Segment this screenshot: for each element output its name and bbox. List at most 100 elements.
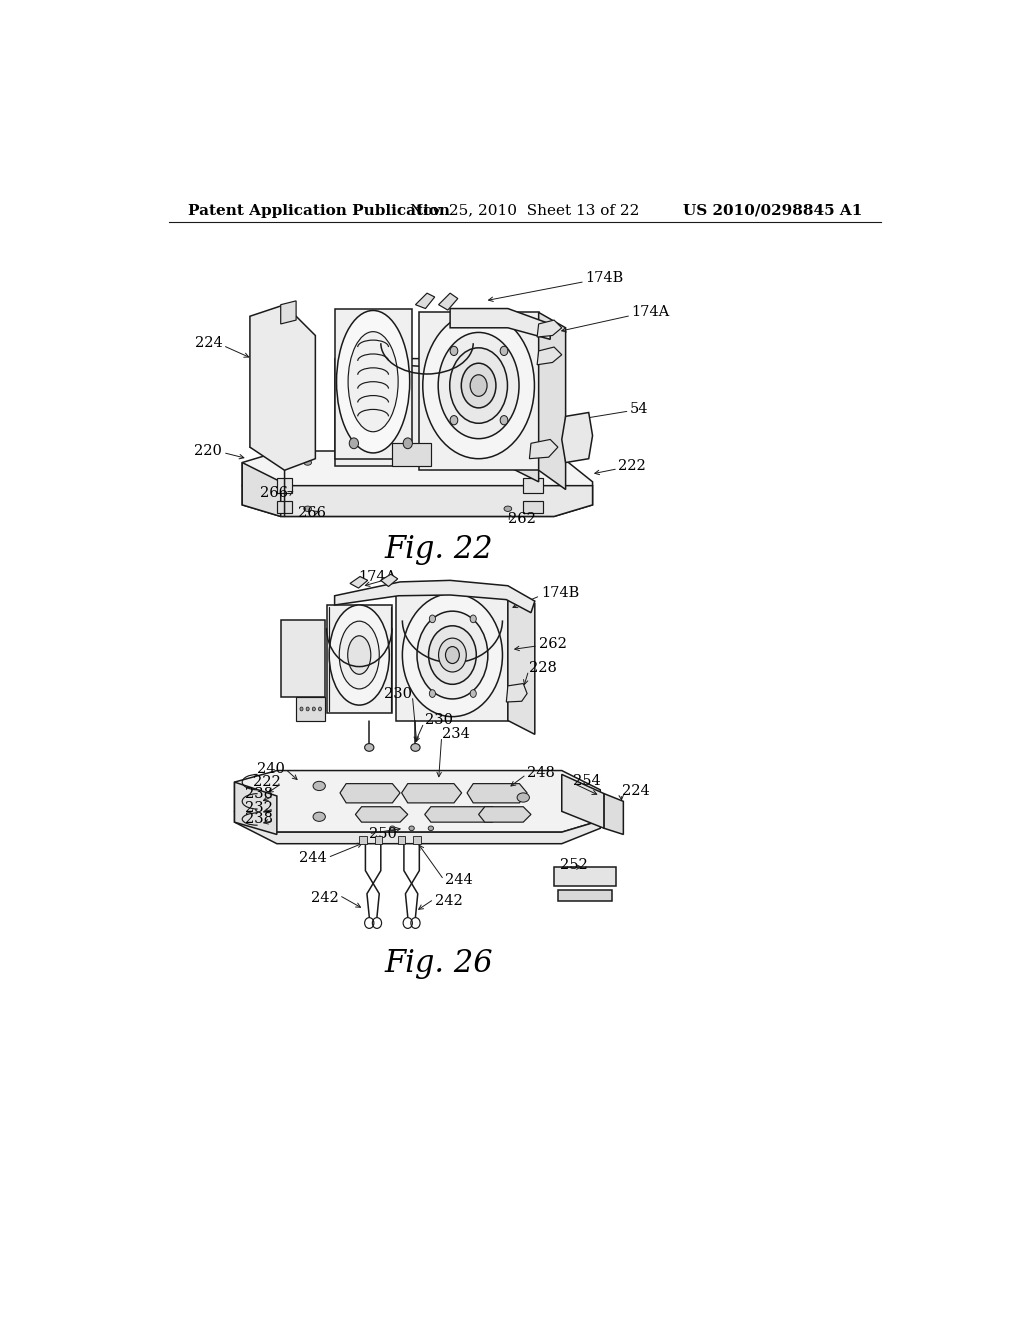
Ellipse shape xyxy=(313,781,326,791)
Polygon shape xyxy=(478,807,531,822)
Ellipse shape xyxy=(428,826,433,830)
Polygon shape xyxy=(234,771,600,832)
Text: 238: 238 xyxy=(245,812,273,826)
Polygon shape xyxy=(451,309,550,339)
Text: 266: 266 xyxy=(260,486,289,500)
Text: 248: 248 xyxy=(527,766,555,780)
Text: 238: 238 xyxy=(245,788,273,801)
Polygon shape xyxy=(335,359,539,374)
Text: 266: 266 xyxy=(298,506,327,520)
Ellipse shape xyxy=(403,438,413,449)
Polygon shape xyxy=(281,301,296,323)
Polygon shape xyxy=(508,590,535,734)
Text: 244: 244 xyxy=(299,850,327,865)
Ellipse shape xyxy=(500,346,508,355)
Polygon shape xyxy=(359,836,367,843)
Ellipse shape xyxy=(500,416,508,425)
Polygon shape xyxy=(296,697,326,721)
Polygon shape xyxy=(523,478,543,494)
Text: 240: 240 xyxy=(257,762,285,776)
Polygon shape xyxy=(355,807,408,822)
Polygon shape xyxy=(523,502,543,512)
Ellipse shape xyxy=(304,459,311,465)
Text: 174A: 174A xyxy=(358,569,396,583)
Ellipse shape xyxy=(461,363,496,408)
Ellipse shape xyxy=(429,626,476,684)
Ellipse shape xyxy=(300,708,303,711)
Text: 174A: 174A xyxy=(631,305,670,319)
Text: 174B: 174B xyxy=(585,271,624,285)
Polygon shape xyxy=(350,577,368,589)
Ellipse shape xyxy=(348,636,371,675)
Text: 262: 262 xyxy=(539,636,566,651)
Text: Nov. 25, 2010  Sheet 13 of 22: Nov. 25, 2010 Sheet 13 of 22 xyxy=(411,203,639,218)
Polygon shape xyxy=(467,784,527,803)
Text: 262: 262 xyxy=(508,512,536,525)
Text: Patent Application Publication: Patent Application Publication xyxy=(188,203,451,218)
Polygon shape xyxy=(234,781,276,834)
Text: 222: 222 xyxy=(253,775,281,789)
Text: 242: 242 xyxy=(435,895,463,908)
Ellipse shape xyxy=(411,743,420,751)
Ellipse shape xyxy=(348,331,398,432)
Text: 264: 264 xyxy=(431,387,459,400)
Text: 232: 232 xyxy=(245,800,273,814)
Polygon shape xyxy=(250,305,315,470)
Ellipse shape xyxy=(365,743,374,751)
Text: 230: 230 xyxy=(384,686,412,701)
Text: 234: 234 xyxy=(442,727,470,742)
Ellipse shape xyxy=(339,622,379,689)
Ellipse shape xyxy=(312,708,315,711)
Ellipse shape xyxy=(438,638,466,672)
Ellipse shape xyxy=(313,812,326,821)
Text: 228: 228 xyxy=(529,661,557,675)
Ellipse shape xyxy=(304,506,311,511)
Polygon shape xyxy=(327,605,392,713)
Polygon shape xyxy=(554,867,615,886)
Polygon shape xyxy=(335,581,535,612)
Polygon shape xyxy=(243,462,281,516)
Polygon shape xyxy=(562,775,604,829)
Polygon shape xyxy=(539,313,565,490)
Ellipse shape xyxy=(349,438,358,449)
Polygon shape xyxy=(506,684,527,702)
Text: 54: 54 xyxy=(630,401,648,416)
Text: 224: 224 xyxy=(196,337,223,350)
Ellipse shape xyxy=(330,605,389,705)
Polygon shape xyxy=(243,486,593,516)
Polygon shape xyxy=(538,347,562,364)
Polygon shape xyxy=(396,590,508,721)
Polygon shape xyxy=(604,793,624,834)
Polygon shape xyxy=(243,451,593,516)
Text: 222: 222 xyxy=(617,459,646,474)
Polygon shape xyxy=(529,440,558,459)
Polygon shape xyxy=(381,574,397,586)
Polygon shape xyxy=(425,807,500,822)
Polygon shape xyxy=(438,293,458,310)
Ellipse shape xyxy=(423,313,535,459)
Polygon shape xyxy=(335,309,412,459)
Ellipse shape xyxy=(337,310,410,453)
Ellipse shape xyxy=(409,826,415,830)
Polygon shape xyxy=(538,321,562,337)
Ellipse shape xyxy=(504,506,512,511)
Text: 250: 250 xyxy=(370,826,397,841)
Text: 220: 220 xyxy=(194,444,221,458)
Polygon shape xyxy=(234,812,600,843)
Ellipse shape xyxy=(470,615,476,623)
Polygon shape xyxy=(276,502,292,512)
Ellipse shape xyxy=(450,348,508,424)
Polygon shape xyxy=(392,444,431,466)
Ellipse shape xyxy=(470,375,487,396)
Text: US 2010/0298845 A1: US 2010/0298845 A1 xyxy=(683,203,862,218)
Ellipse shape xyxy=(417,611,487,700)
Text: 242: 242 xyxy=(310,891,339,904)
Ellipse shape xyxy=(402,594,503,717)
Ellipse shape xyxy=(419,459,427,465)
Text: 254: 254 xyxy=(573,774,601,788)
Ellipse shape xyxy=(451,416,458,425)
Polygon shape xyxy=(508,359,539,482)
Polygon shape xyxy=(558,890,611,902)
Polygon shape xyxy=(281,620,326,697)
Ellipse shape xyxy=(438,333,519,438)
